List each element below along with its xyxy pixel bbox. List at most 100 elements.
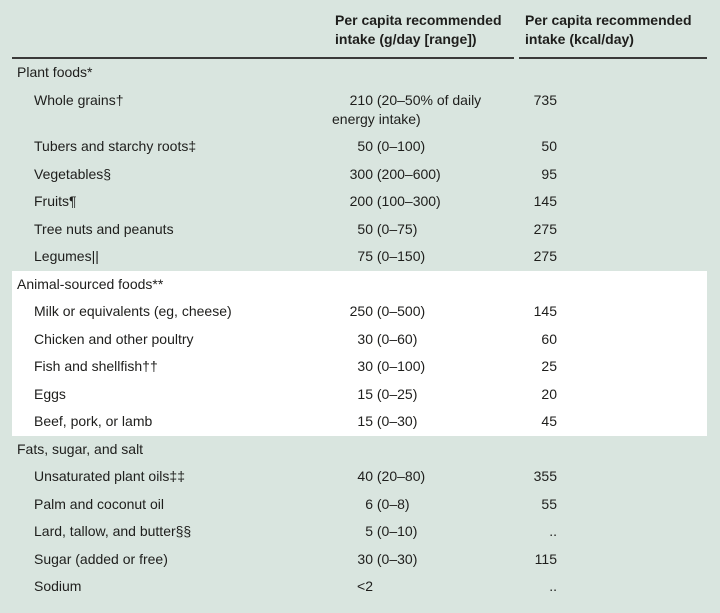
kcal-value: 45 xyxy=(541,413,557,430)
amount-value: 30 xyxy=(357,358,373,375)
kcal-value: 95 xyxy=(541,165,557,182)
food-name: Chicken and other poultry xyxy=(34,330,194,347)
range-value: (0–60) xyxy=(373,330,418,347)
table-row: Fish and shellfish†† 30 (0–100) 25 xyxy=(12,353,707,381)
range-value: (0–100) xyxy=(373,138,426,155)
kcal-value: 735 xyxy=(533,91,557,108)
table-row: Milk or equivalents (eg, cheese) 250 (0–… xyxy=(12,298,707,326)
section-row: Fats, sugar, and salt xyxy=(12,436,707,464)
range-value: (0–30) xyxy=(373,413,418,430)
table-row: Sodium <2 .. xyxy=(12,573,707,601)
gday-cell: 210 (20–50% of daily energy intake) xyxy=(319,91,491,129)
header-rule xyxy=(12,57,707,59)
range-value: (0–150) xyxy=(373,248,426,265)
section-amount-cell xyxy=(319,63,491,82)
food-name: Fish and shellfish†† xyxy=(34,358,158,375)
gday-cell: 30 (0–60) xyxy=(319,330,491,349)
range-value: (20–50% of daily energy intake) xyxy=(332,91,482,127)
range-value: (0–25) xyxy=(373,385,418,402)
range-value: (0–30) xyxy=(373,550,418,567)
table-row: Legumes|| 75 (0–150) 275 xyxy=(12,243,707,271)
amount-value: 50 xyxy=(357,220,373,237)
amount-value: 250 xyxy=(349,303,373,320)
food-name: Whole grains† xyxy=(34,91,124,108)
food-name: Legumes|| xyxy=(34,248,99,265)
section-header: Plant foods* xyxy=(17,64,93,81)
header-rule-left-segment xyxy=(12,57,514,59)
range-value: (0–100) xyxy=(373,358,426,375)
range-value: (0–500) xyxy=(373,303,426,320)
kcal-column-header: Per capita recommended intake (kcal/day) xyxy=(525,12,692,47)
table-body: Plant foods* Whole grains† 210 (20–50% o… xyxy=(12,59,707,601)
section-amount-cell xyxy=(319,275,491,294)
section-kcal-cell xyxy=(491,275,707,294)
gday-cell: 75 (0–150) xyxy=(319,247,491,266)
kcal-value: 50 xyxy=(541,138,557,155)
kcal-value: 115 xyxy=(534,550,557,567)
amount-value: 15 xyxy=(357,385,373,402)
range-value: (100–300) xyxy=(373,193,441,210)
section-header: Animal-sourced foods** xyxy=(17,275,164,292)
amount-value: 300 xyxy=(349,165,373,182)
amount-value: 6 xyxy=(365,495,373,512)
food-name: Sodium xyxy=(34,578,82,595)
section-kcal-cell xyxy=(491,440,707,459)
amount-value: 210 xyxy=(349,91,373,108)
gday-column-header: Per capita recommended intake (g/day [ra… xyxy=(335,12,502,47)
kcal-value: .. xyxy=(549,523,557,540)
kcal-value: 145 xyxy=(533,193,557,210)
table-header-row: Per capita recommended intake (g/day [ra… xyxy=(12,0,707,49)
kcal-value: 145 xyxy=(533,303,557,320)
gday-cell: 30 (0–100) xyxy=(319,357,491,376)
gday-cell: 5 (0–10) xyxy=(319,522,491,541)
kcal-value: 55 xyxy=(541,495,557,512)
section-header: Fats, sugar, and salt xyxy=(17,440,144,457)
food-group-column-header xyxy=(12,11,319,49)
kcal-value: 355 xyxy=(533,468,557,485)
food-name: Milk or equivalents (eg, cheese) xyxy=(34,303,232,320)
table-row: Lard, tallow, and butter§§ 5 (0–10) .. xyxy=(12,518,707,546)
gday-cell: 50 (0–75) xyxy=(319,220,491,239)
kcal-value: 60 xyxy=(541,330,557,347)
amount-value: 40 xyxy=(357,468,373,485)
section-row: Plant foods* xyxy=(12,59,707,87)
amount-value: 5 xyxy=(365,523,373,540)
table-row: Beef, pork, or lamb 15 (0–30) 45 xyxy=(12,408,707,436)
table-row: Tubers and starchy roots‡ 50 (0–100) 50 xyxy=(12,133,707,161)
food-name: Unsaturated plant oils‡‡ xyxy=(34,468,185,485)
table-row: Unsaturated plant oils‡‡ 40 (20–80) 355 xyxy=(12,463,707,491)
food-name: Tree nuts and peanuts xyxy=(34,220,174,237)
table-row: Sugar (added or free) 30 (0–30) 115 xyxy=(12,546,707,574)
gday-cell: 6 (0–8) xyxy=(319,495,491,514)
table-row: Vegetables§ 300 (200–600) 95 xyxy=(12,161,707,189)
kcal-value: 275 xyxy=(533,220,557,237)
food-name: Vegetables§ xyxy=(34,165,112,182)
food-name: Eggs xyxy=(34,385,66,402)
range-value: (20–80) xyxy=(373,468,426,485)
amount-value: 200 xyxy=(349,193,373,210)
food-name: Fruits¶ xyxy=(34,193,77,210)
amount-value: 15 xyxy=(357,413,373,430)
amount-value: 50 xyxy=(357,138,373,155)
gday-cell: 300 (200–600) xyxy=(319,165,491,184)
range-value: (200–600) xyxy=(373,165,441,182)
amount-value: 30 xyxy=(357,330,373,347)
kcal-value: 25 xyxy=(541,358,557,375)
gday-cell: 15 (0–25) xyxy=(319,385,491,404)
table-row: Palm and coconut oil 6 (0–8) 55 xyxy=(12,491,707,519)
gday-cell: 50 (0–100) xyxy=(319,137,491,156)
table-row: Fruits¶ 200 (100–300) 145 xyxy=(12,188,707,216)
gday-cell: 15 (0–30) xyxy=(319,412,491,431)
gday-cell: 40 (20–80) xyxy=(319,467,491,486)
gday-cell: <2 xyxy=(319,577,491,596)
gday-cell: 200 (100–300) xyxy=(319,192,491,211)
table-row: Chicken and other poultry 30 (0–60) 60 xyxy=(12,325,707,353)
section-kcal-cell xyxy=(491,63,707,82)
kcal-value: 275 xyxy=(533,248,557,265)
food-name: Lard, tallow, and butter§§ xyxy=(34,523,192,540)
range-value: (0–10) xyxy=(373,523,418,540)
gday-cell: 30 (0–30) xyxy=(319,550,491,569)
range-value: (0–75) xyxy=(373,220,418,237)
table-row: Tree nuts and peanuts 50 (0–75) 275 xyxy=(12,216,707,244)
